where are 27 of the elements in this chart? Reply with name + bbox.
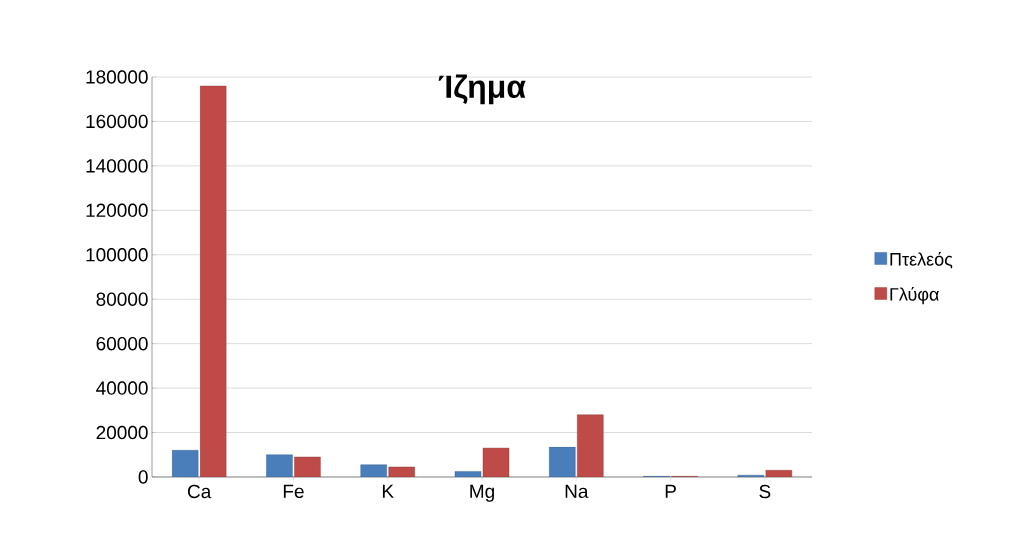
x-tick-label: P bbox=[665, 484, 676, 498]
bar bbox=[577, 414, 604, 477]
legend-label: Γλύφα bbox=[890, 286, 939, 305]
y-tick-label: 120000 bbox=[86, 203, 148, 218]
x-tick-label: K bbox=[382, 484, 394, 498]
bar bbox=[171, 450, 199, 477]
y-tick-label: 180000 bbox=[86, 70, 148, 84]
x-tick-label: Na bbox=[565, 484, 589, 499]
y-tick-label: 160000 bbox=[86, 114, 148, 129]
y-tick-label: 0 bbox=[138, 470, 148, 484]
bar bbox=[549, 446, 576, 477]
legend-label: Πτελεός bbox=[890, 251, 953, 269]
y-tick-label: 100000 bbox=[86, 248, 148, 262]
y-tick-label: 80000 bbox=[96, 292, 148, 306]
y-tick-label: 20000 bbox=[96, 425, 148, 440]
y-tick-label: 40000 bbox=[96, 381, 148, 395]
bar bbox=[360, 464, 387, 477]
bar bbox=[199, 85, 227, 477]
bar bbox=[266, 454, 293, 477]
bar bbox=[454, 471, 482, 477]
x-tick-label: Mg bbox=[470, 484, 494, 502]
y-tick-label: 60000 bbox=[96, 336, 148, 351]
x-tick-label: S bbox=[759, 484, 771, 499]
chart-title: Ίζημα bbox=[438, 74, 526, 105]
y-tick-label: 140000 bbox=[86, 159, 148, 173]
x-tick-label: Ca bbox=[187, 484, 212, 499]
x-tick-label: Fe bbox=[283, 484, 304, 499]
